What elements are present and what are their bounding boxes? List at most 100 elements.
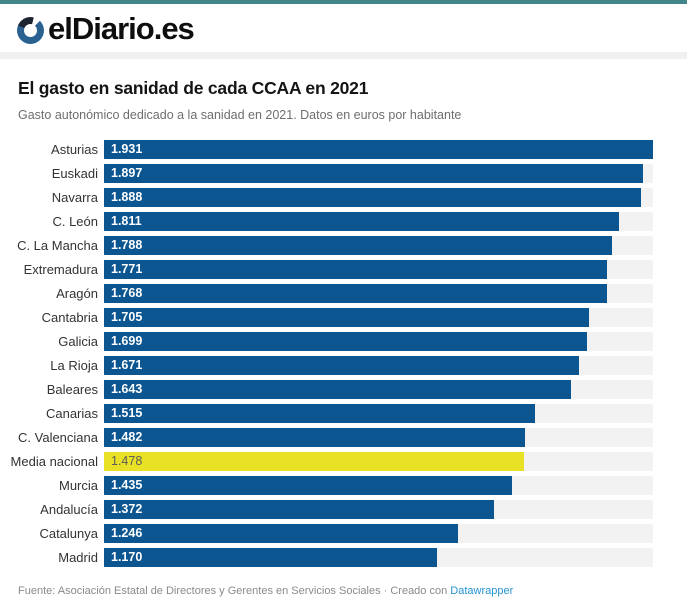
bar-value-label: 1.435 — [111, 478, 143, 492]
chart-row: Madrid 1.170 — [0, 545, 669, 569]
chart-row: La Rioja 1.671 — [0, 353, 669, 377]
chart-subtitle: Gasto autonómico dedicado a la sanidad e… — [18, 108, 462, 122]
category-label: Extremadura — [23, 261, 98, 277]
bar-track: 1.515 — [104, 403, 653, 423]
bar-track: 1.671 — [104, 355, 653, 375]
bar: 1.788 — [104, 235, 613, 255]
bar-track: 1.705 — [104, 307, 653, 327]
bar: 1.478 — [104, 451, 525, 471]
chart-row: C. La Mancha 1.788 — [0, 233, 669, 257]
bar: 1.771 — [104, 259, 608, 279]
bar: 1.372 — [104, 499, 495, 519]
chart-row: Catalunya 1.246 — [0, 521, 669, 545]
bar: 1.768 — [104, 283, 607, 303]
bar-track: 1.931 — [104, 139, 653, 159]
chart-row: Murcia 1.435 — [0, 473, 669, 497]
category-label: La Rioja — [50, 357, 98, 373]
eldiario-logo[interactable]: elDiario.es — [17, 11, 195, 46]
chart-row: Canarias 1.515 — [0, 401, 669, 425]
category-label: Baleares — [46, 381, 98, 397]
bar-value-label: 1.699 — [111, 334, 143, 348]
bar: 1.811 — [104, 211, 619, 231]
bar: 1.671 — [104, 355, 580, 375]
bar-value-label: 1.246 — [111, 526, 143, 540]
category-label: Media nacional — [10, 453, 98, 469]
eldiario-logo-text: elDiario.es — [48, 11, 195, 46]
bar-value-label: 1.771 — [111, 262, 143, 276]
chart-card: El gasto en sanidad de cada CCAA en 2021… — [0, 59, 687, 597]
datawrapper-link[interactable]: Datawrapper — [450, 585, 514, 597]
bar-track: 1.771 — [104, 259, 653, 279]
bar-track: 1.482 — [104, 427, 653, 447]
bar-value-label: 1.931 — [111, 142, 143, 156]
chart-row: Euskadi 1.897 — [0, 161, 669, 185]
bar-value-label: 1.478 — [111, 454, 143, 468]
bar: 1.643 — [104, 379, 572, 399]
bar-value-label: 1.671 — [111, 358, 143, 372]
header-divider — [0, 52, 687, 59]
bar-value-label: 1.897 — [111, 166, 143, 180]
chart-row: C. Valenciana 1.482 — [0, 425, 669, 449]
bar: 1.888 — [104, 187, 641, 207]
bar-track: 1.372 — [104, 499, 653, 519]
eldiario-logo-icon — [17, 17, 44, 44]
bar: 1.482 — [104, 427, 526, 447]
category-label: C. Valenciana — [18, 429, 98, 445]
chart-row: Asturias 1.931 — [0, 137, 669, 161]
bar-track: 1.811 — [104, 211, 653, 231]
chart-row: Andalucía 1.372 — [0, 497, 669, 521]
bar: 1.931 — [104, 139, 653, 159]
bar-track: 1.246 — [104, 523, 653, 543]
chart-row: Extremadura 1.771 — [0, 257, 669, 281]
bar-value-label: 1.482 — [111, 430, 143, 444]
bar-value-label: 1.170 — [111, 550, 143, 564]
bar: 1.435 — [104, 475, 512, 495]
bar-track: 1.897 — [104, 163, 653, 183]
category-label: Madrid — [58, 549, 98, 565]
bar-track: 1.699 — [104, 331, 653, 351]
category-label: Canarias — [45, 405, 98, 421]
bar: 1.170 — [104, 547, 437, 567]
bar-track: 1.435 — [104, 475, 653, 495]
category-label: Euskadi — [51, 165, 98, 181]
bar-value-label: 1.643 — [111, 382, 143, 396]
bar-value-label: 1.768 — [111, 286, 143, 300]
chart-row: Baleares 1.643 — [0, 377, 669, 401]
bar-track: 1.888 — [104, 187, 653, 207]
bar-value-label: 1.515 — [111, 406, 143, 420]
bar-value-label: 1.705 — [111, 310, 143, 324]
chart-row: Galicia 1.699 — [0, 329, 669, 353]
source-text: Fuente: Asociación Estatal de Directores… — [18, 585, 448, 597]
bar-track: 1.170 — [104, 547, 653, 567]
bar-value-label: 1.372 — [111, 502, 143, 516]
chart-title: El gasto en sanidad de cada CCAA en 2021 — [18, 78, 369, 98]
category-label: Andalucía — [40, 501, 98, 517]
bar: 1.246 — [104, 523, 459, 543]
category-label: C. León — [52, 213, 98, 229]
category-label: C. La Mancha — [17, 237, 98, 253]
site-header: elDiario.es — [0, 4, 687, 52]
bar-track: 1.768 — [104, 283, 653, 303]
chart-footer: Fuente: Asociación Estatal de Directores… — [18, 585, 669, 597]
category-label: Navarra — [51, 189, 98, 205]
bar-chart: Asturias 1.931 Euskadi 1.897 Navarra 1.888 C. … — [0, 137, 669, 569]
bar-track: 1.643 — [104, 379, 653, 399]
category-label: Asturias — [51, 141, 98, 157]
chart-row: Navarra 1.888 — [0, 185, 669, 209]
category-label: Murcia — [58, 477, 98, 493]
bar-track: 1.788 — [104, 235, 653, 255]
bar: 1.897 — [104, 163, 644, 183]
bar-value-label: 1.888 — [111, 190, 143, 204]
bar-track: 1.478 — [104, 451, 653, 471]
bar-value-label: 1.811 — [111, 214, 142, 228]
top-accent-bar — [0, 0, 687, 4]
bar: 1.699 — [104, 331, 588, 351]
category-label: Galicia — [58, 333, 98, 349]
chart-row: Cantabria 1.705 — [0, 305, 669, 329]
category-label: Aragón — [56, 285, 98, 301]
chart-row: C. León 1.811 — [0, 209, 669, 233]
category-label: Cantabria — [41, 309, 98, 325]
bar: 1.515 — [104, 403, 535, 423]
chart-row: Aragón 1.768 — [0, 281, 669, 305]
chart-row: Media nacional 1.478 — [0, 449, 669, 473]
